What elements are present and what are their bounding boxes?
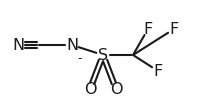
Text: S: S [98,48,108,62]
Text: N: N [12,37,24,53]
Text: -: - [78,53,82,65]
Text: F: F [143,22,153,36]
Text: F: F [169,22,179,36]
Text: O: O [110,82,122,97]
Text: F: F [153,63,163,79]
Text: O: O [84,82,96,97]
Text: N: N [66,37,78,53]
